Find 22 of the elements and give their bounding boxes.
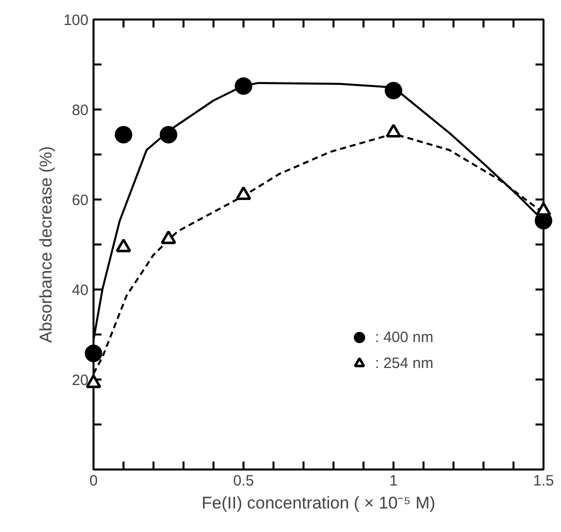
point bbox=[116, 238, 132, 252]
x-tick-label: 1 bbox=[389, 472, 398, 490]
point bbox=[160, 126, 178, 144]
point bbox=[114, 126, 132, 144]
x-tick-label: 0 bbox=[89, 472, 98, 490]
point bbox=[236, 186, 252, 200]
x-tick-label: 1.5 bbox=[533, 472, 554, 490]
point bbox=[386, 124, 402, 138]
y-axis-title: Absorbance decrease (%) bbox=[36, 146, 56, 343]
point bbox=[234, 77, 252, 95]
point bbox=[536, 202, 552, 216]
y-tick-label: 60 bbox=[72, 192, 89, 209]
y-tick-label: 40 bbox=[72, 282, 89, 299]
legend-label: : 254 nm bbox=[375, 354, 434, 372]
y-tick-label: 100 bbox=[63, 12, 89, 29]
y-tick-label: 20 bbox=[72, 372, 89, 389]
x-tick-label: 0.5 bbox=[233, 472, 254, 490]
legend-label: : 400 nm bbox=[375, 328, 434, 346]
point bbox=[160, 230, 176, 244]
point bbox=[384, 82, 402, 100]
x-axis-title: Fe(II) concentration ( × 10⁻⁵ M) bbox=[202, 494, 436, 512]
y-tick-label: 80 bbox=[72, 102, 89, 119]
